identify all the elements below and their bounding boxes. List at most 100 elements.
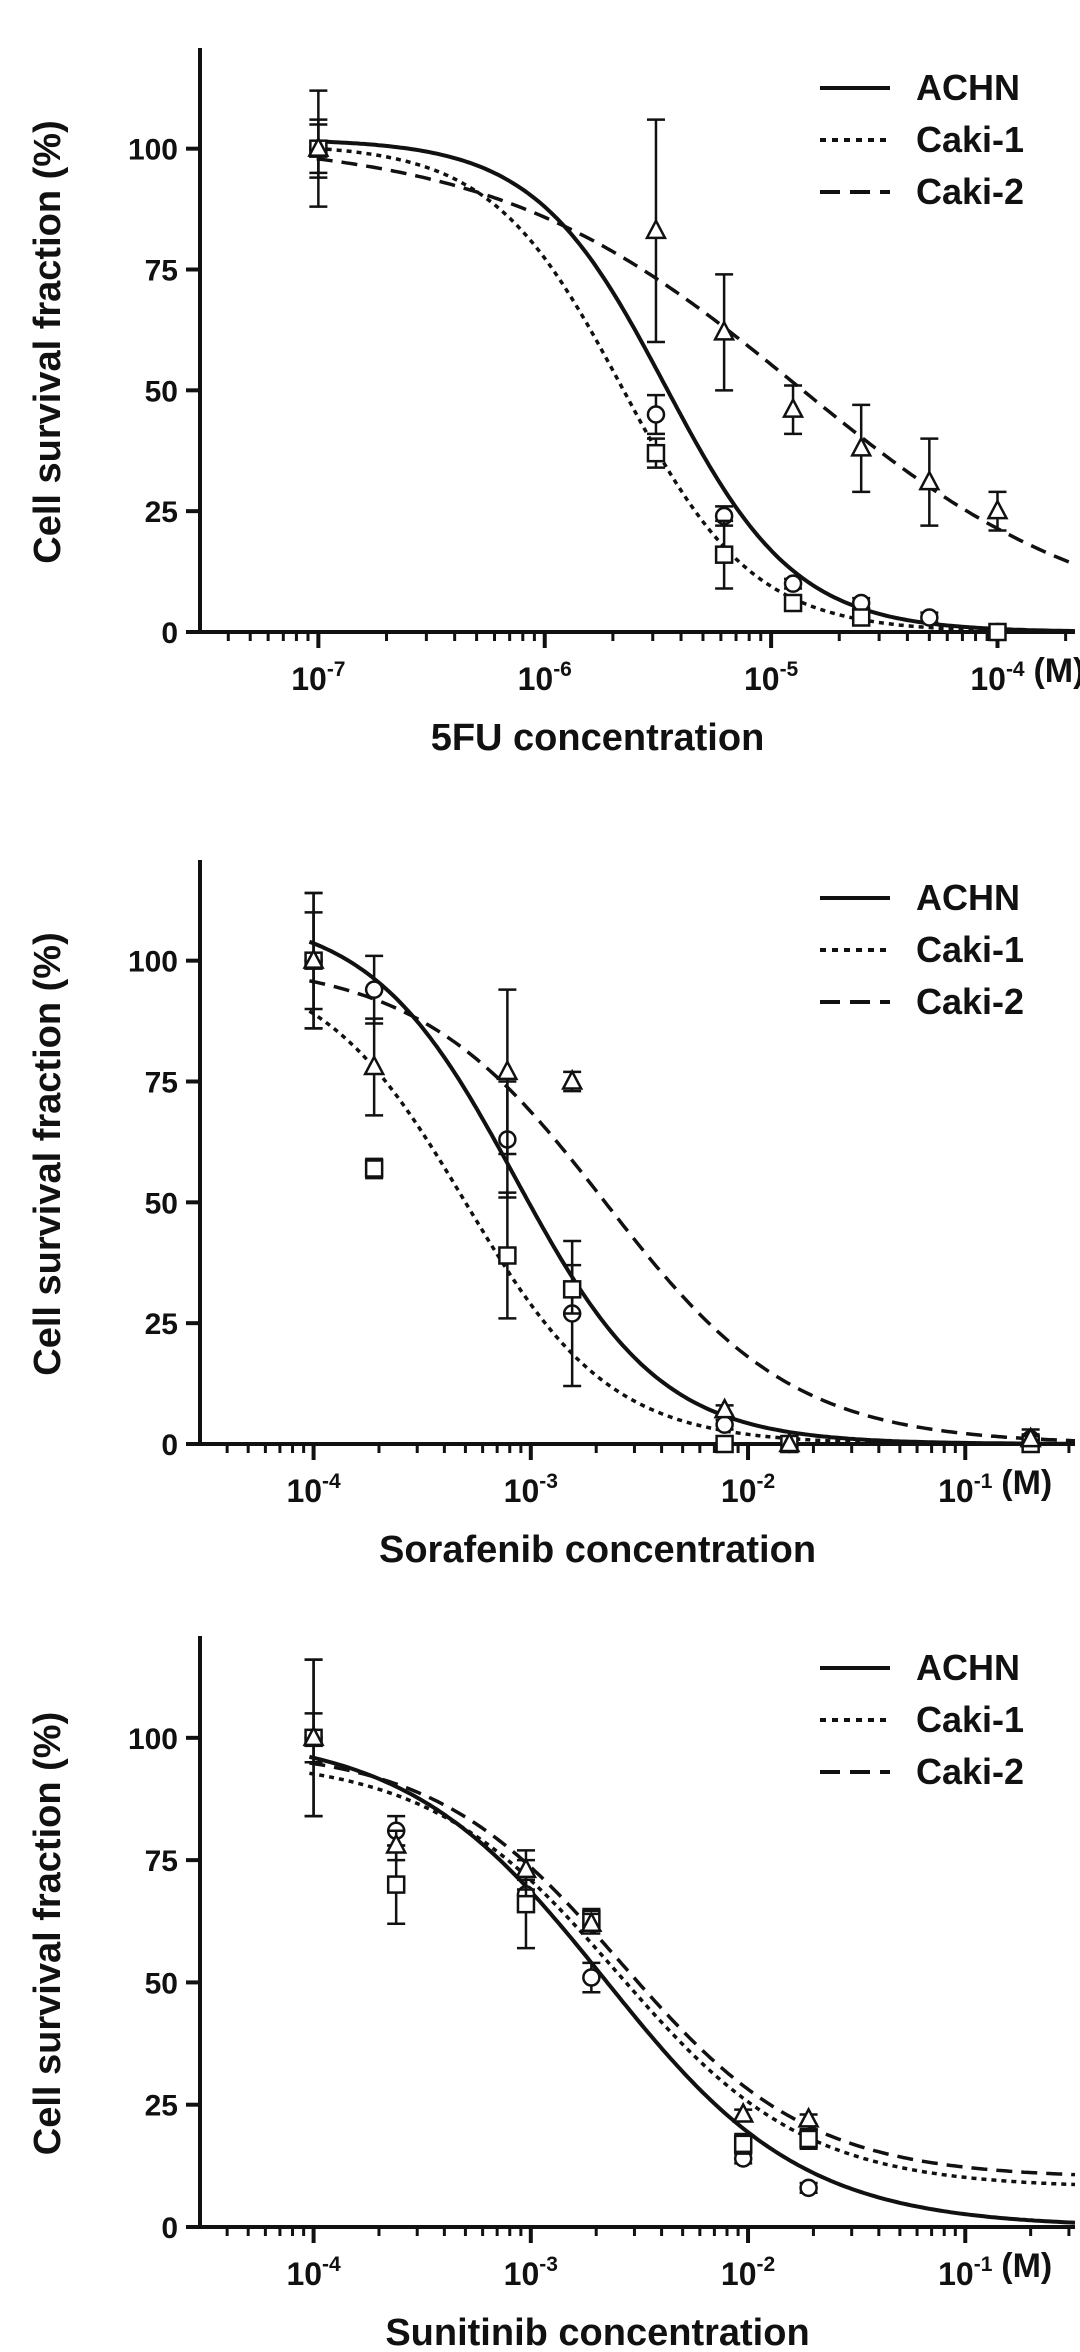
y-tick-label: 50 bbox=[145, 375, 178, 408]
data-point-caki-2 bbox=[514, 1857, 538, 1879]
legend-label-achn: ACHN bbox=[916, 1647, 1020, 1688]
y-tick-label: 75 bbox=[145, 1845, 178, 1878]
data-point-caki-2 bbox=[1019, 1426, 1042, 1448]
fit-curve-caki-1 bbox=[308, 1009, 1075, 1446]
y-tick-label: 50 bbox=[145, 1187, 178, 1220]
chart-panel-1: 0 25 50 75 100 10-7 10-6 10-5 10-4 (M) 5FU concent… bbox=[27, 48, 1080, 759]
data-point-achn bbox=[783, 574, 803, 593]
data-point-caki-1 bbox=[851, 608, 871, 627]
legend-label-caki-2: Caki-2 bbox=[916, 981, 1024, 1022]
fit-curve-caki-1 bbox=[316, 146, 1075, 634]
data-point-caki-2 bbox=[918, 469, 941, 491]
fit-curve-achn bbox=[308, 1754, 1076, 2225]
data-point-caki-2 bbox=[797, 2106, 820, 2128]
x-axis-title: Sunitinib concentration bbox=[385, 2312, 809, 2352]
y-axis-title: Cell survival fraction (%) bbox=[27, 120, 69, 563]
data-point-achn bbox=[582, 1968, 601, 1987]
data-point-caki-1 bbox=[988, 622, 1007, 642]
legend-label-caki-1: Caki-1 bbox=[916, 1699, 1024, 1740]
fit-curve-caki-1 bbox=[309, 1771, 1076, 2187]
x-tick-label: 10-1 bbox=[938, 2253, 993, 2292]
x-tick-label: 10-3 bbox=[504, 1470, 558, 1509]
data-point-caki-2 bbox=[302, 1725, 325, 1747]
data-point-caki-2 bbox=[496, 1059, 519, 1081]
data-point-caki-1 bbox=[646, 443, 666, 463]
data-point-achn bbox=[715, 1415, 734, 1434]
y-tick-label: 50 bbox=[145, 1967, 178, 2000]
x-tick-label: 10-6 bbox=[518, 658, 572, 697]
y-tick-label: 100 bbox=[128, 134, 178, 167]
y-tick-label: 0 bbox=[161, 1429, 178, 1462]
chart-panel-2: 0 25 50 75 100 10-4 10-3 10-2 10-1 (M) Sorafenib c… bbox=[27, 860, 1076, 1571]
fit-curve-caki-2 bbox=[309, 1761, 1076, 2177]
x-tick-label: 10-2 bbox=[721, 2253, 775, 2292]
y-tick-label: 100 bbox=[128, 946, 178, 979]
data-point-caki-2 bbox=[732, 2101, 755, 2123]
data-point-caki-1 bbox=[562, 1280, 582, 1299]
data-point-caki-2 bbox=[307, 135, 330, 157]
x-axis-title: 5FU concentration bbox=[431, 717, 765, 759]
data-point-achn bbox=[920, 608, 939, 627]
y-tick-label: 75 bbox=[145, 1067, 178, 1100]
data-point-caki-1 bbox=[715, 1434, 734, 1454]
x-tick-label: 10-4 bbox=[286, 1470, 341, 1509]
data-point-caki-1 bbox=[783, 593, 803, 613]
y-tick-label: 25 bbox=[145, 1308, 178, 1341]
y-tick-label: 25 bbox=[145, 2090, 178, 2123]
x-tick-label: 10-5 bbox=[744, 658, 799, 697]
x-unit-label: (M) bbox=[1033, 652, 1080, 690]
data-point-caki-2 bbox=[713, 1397, 736, 1419]
y-axis-title: Cell survival fraction (%) bbox=[27, 932, 69, 1375]
data-point-caki-2 bbox=[781, 396, 805, 418]
data-point-caki-1 bbox=[498, 1246, 517, 1265]
y-tick-label: 25 bbox=[145, 496, 178, 529]
y-axis-title: Cell survival fraction (%) bbox=[27, 1712, 69, 2155]
legend-label-caki-1: Caki-1 bbox=[916, 929, 1024, 970]
x-tick-label: 10-2 bbox=[721, 1470, 775, 1509]
x-tick-label: 10-4 bbox=[970, 658, 1025, 697]
data-point-caki-2 bbox=[363, 1054, 386, 1076]
data-point-caki-1 bbox=[386, 1875, 406, 1894]
fit-curve-caki-2 bbox=[309, 979, 1076, 1443]
data-point-caki-1 bbox=[516, 1894, 536, 1914]
legend-label-caki-1: Caki-1 bbox=[916, 119, 1024, 160]
legend: ACHN Caki-1 Caki-2 bbox=[820, 1647, 1024, 1792]
x-tick-label: 10-7 bbox=[291, 658, 345, 697]
data-point-achn bbox=[799, 2178, 818, 2198]
x-tick-label: 10-1 bbox=[938, 1470, 993, 1509]
legend-label-caki-2: Caki-2 bbox=[916, 1751, 1024, 1792]
data-point-achn bbox=[646, 405, 666, 424]
x-axis-title: Sorafenib concentration bbox=[379, 1529, 816, 1571]
x-unit-label: (M) bbox=[1001, 1464, 1052, 1502]
data-point-caki-1 bbox=[799, 2129, 818, 2149]
x-tick-label: 10-4 bbox=[286, 2253, 341, 2292]
fit-curve-achn bbox=[316, 139, 1076, 634]
data-point-caki-2 bbox=[778, 1431, 801, 1453]
data-point-caki-2 bbox=[986, 498, 1009, 520]
legend-label-achn: ACHN bbox=[916, 877, 1020, 918]
x-unit-label: (M) bbox=[1001, 2247, 1052, 2285]
legend: ACHN Caki-1 Caki-2 bbox=[820, 877, 1024, 1022]
y-tick-label: 0 bbox=[161, 617, 178, 650]
data-point-caki-1 bbox=[714, 545, 734, 564]
y-tick-label: 100 bbox=[128, 1723, 178, 1756]
y-tick-label: 75 bbox=[145, 255, 178, 288]
legend-label-achn: ACHN bbox=[916, 67, 1020, 108]
fit-curve-caki-2 bbox=[316, 157, 1076, 567]
legend-label-caki-2: Caki-2 bbox=[916, 171, 1024, 212]
y-tick-label: 0 bbox=[161, 2212, 178, 2245]
data-point-caki-2 bbox=[561, 1068, 584, 1090]
data-point-caki-2 bbox=[580, 1911, 603, 1932]
data-point-caki-2 bbox=[302, 947, 325, 969]
data-point-caki-1 bbox=[364, 1159, 384, 1178]
x-tick-label: 10-3 bbox=[504, 2253, 558, 2292]
data-point-caki-2 bbox=[713, 319, 736, 341]
data-point-caki-2 bbox=[644, 218, 668, 240]
chart-panel-3: 0 25 50 75 100 10-4 10-3 10-2 10-1 (M) Sunitinib c… bbox=[27, 1636, 1076, 2352]
data-point-caki-2 bbox=[850, 435, 873, 457]
data-point-achn bbox=[364, 980, 384, 999]
legend: ACHN Caki-1 Caki-2 bbox=[820, 67, 1024, 212]
data-point-caki-2 bbox=[385, 1832, 408, 1854]
data-point-caki-1 bbox=[733, 2134, 753, 2154]
